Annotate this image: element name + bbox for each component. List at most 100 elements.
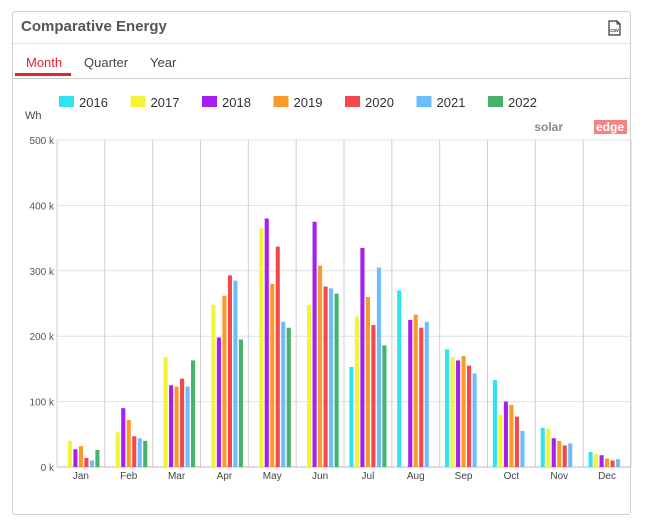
bar-2021-Feb	[137, 438, 142, 467]
bar-2022-Feb	[143, 440, 148, 467]
y-tick-label: 0 k	[41, 463, 55, 474]
tab-year[interactable]: Year	[150, 55, 177, 70]
bar-2020-May	[275, 246, 280, 467]
y-axis-ticks: 0 k 100 k 200 k 300 k 400 k 500 k	[30, 136, 55, 474]
bar-2021-Jul	[376, 267, 381, 467]
bar-2019-Sep	[461, 355, 466, 467]
comparative-energy-chart: 2016 2017 2018 2019 2020 2021 2022 Wh solar ed…	[25, 95, 632, 482]
bar-2018-Aug	[408, 319, 413, 467]
bar-2020-Jul	[371, 325, 376, 467]
bar-2017-Sep	[450, 357, 455, 467]
legend-label-2021: 2021	[437, 95, 466, 110]
bar-2019-Jul	[365, 296, 370, 467]
bar-2017-Jul	[354, 316, 359, 467]
bar-2018-May	[264, 218, 269, 467]
bar-2017-Jun	[307, 304, 312, 467]
widget-header: Comparative Energy CSV	[13, 12, 630, 44]
period-tabs: Month Quarter Year	[13, 44, 630, 79]
bar-2017-Feb	[115, 432, 120, 467]
bar-2016-Jul	[349, 366, 354, 467]
solaredge-logo: solar edge	[534, 120, 627, 134]
bar-2021-Oct	[520, 431, 525, 467]
bar-2021-May	[281, 321, 286, 467]
bar-2016-Sep	[445, 349, 450, 467]
bar-2020-Jan	[84, 457, 89, 467]
bar-2019-Mar	[174, 386, 179, 467]
chart-bars	[67, 218, 621, 467]
bar-2018-Oct	[503, 401, 508, 467]
bar-2021-Jan	[89, 460, 94, 467]
x-tick-label: Feb	[120, 471, 138, 482]
bar-2021-Aug	[424, 321, 429, 467]
bar-2016-Nov	[540, 427, 545, 467]
y-tick-label: 500 k	[30, 136, 55, 147]
x-axis-ticks: Jan Feb Mar Apr May Jun Jul Aug Sep Oct Nov Dec	[73, 471, 616, 482]
bar-2020-Dec	[610, 460, 615, 467]
y-tick-label: 400 k	[30, 201, 55, 212]
bar-2019-May	[270, 283, 275, 467]
bar-2019-Jun	[318, 265, 323, 467]
bar-2020-Jun	[323, 286, 328, 467]
widget-title: Comparative Energy	[21, 18, 167, 35]
y-tick-label: 100 k	[30, 398, 55, 409]
bar-2021-Sep	[472, 373, 477, 467]
bar-2017-May	[259, 228, 264, 467]
bar-2018-Jun	[312, 221, 317, 467]
bar-2020-Apr	[227, 275, 232, 467]
bar-2022-Apr	[238, 339, 243, 467]
comparative-energy-widget: Comparative Energy CSV Month Quarter Yea…	[12, 11, 632, 515]
bar-2019-Aug	[413, 314, 418, 467]
y-axis-unit-label: Wh	[25, 110, 42, 122]
legend-swatch-2022	[488, 96, 503, 107]
bar-2018-Dec	[599, 455, 604, 467]
bar-2018-Jan	[73, 449, 78, 467]
legend-swatch-2021	[416, 96, 432, 107]
legend-label-2017: 2017	[151, 95, 180, 110]
bar-2016-Oct	[492, 380, 497, 467]
bar-2019-Nov	[557, 440, 562, 467]
bar-2022-May	[286, 327, 291, 467]
brand-edge-text: edge	[596, 120, 624, 134]
bar-2017-Apr	[211, 304, 216, 467]
bar-2021-Mar	[185, 386, 190, 467]
bar-2021-Dec	[616, 459, 621, 467]
csv-icon-label: CSV	[610, 28, 619, 33]
brand-edge-background	[594, 120, 627, 134]
x-tick-label: Oct	[504, 471, 520, 482]
bar-2020-Aug	[419, 327, 424, 467]
csv-download-icon[interactable]: CSV	[608, 20, 621, 36]
legend-label-2020: 2020	[365, 95, 394, 110]
tab-month[interactable]: Month	[26, 55, 63, 70]
x-tick-label: Mar	[168, 471, 186, 482]
bar-2019-Feb	[126, 419, 131, 467]
x-tick-label: Dec	[598, 471, 616, 482]
x-tick-label: Sep	[455, 471, 473, 482]
bar-2020-Feb	[132, 436, 137, 467]
legend-label-2016: 2016	[79, 95, 108, 110]
chart-legend: 2016 2017 2018 2019 2020 2021 2022	[59, 95, 537, 110]
brand-solar-text: solar	[534, 120, 563, 134]
bar-2021-Apr	[233, 280, 238, 467]
bar-2020-Nov	[562, 445, 567, 467]
y-tick-label: 200 k	[30, 332, 55, 343]
legend-swatch-2017	[130, 96, 146, 107]
bar-2017-Oct	[498, 414, 503, 467]
x-tick-label: Aug	[407, 471, 425, 482]
legend-swatch-2020	[345, 96, 360, 107]
bar-2022-Jul	[382, 345, 387, 467]
bar-2018-Sep	[456, 360, 461, 467]
tab-quarter[interactable]: Quarter	[84, 55, 129, 70]
bar-2021-Nov	[568, 443, 573, 467]
bar-2020-Mar	[180, 378, 185, 467]
legend-swatch-2016	[59, 96, 74, 107]
bar-2018-Feb	[121, 408, 126, 467]
bar-2016-Aug	[397, 290, 402, 467]
x-tick-label: Nov	[550, 471, 568, 482]
chart-grid	[56, 139, 632, 468]
bar-2017-Mar	[163, 357, 168, 467]
bar-2018-Jul	[360, 247, 365, 467]
bar-2017-Jan	[67, 440, 72, 467]
bar-2019-Jan	[78, 446, 83, 467]
bar-2022-Jan	[95, 449, 100, 467]
bar-2022-Mar	[191, 360, 196, 467]
